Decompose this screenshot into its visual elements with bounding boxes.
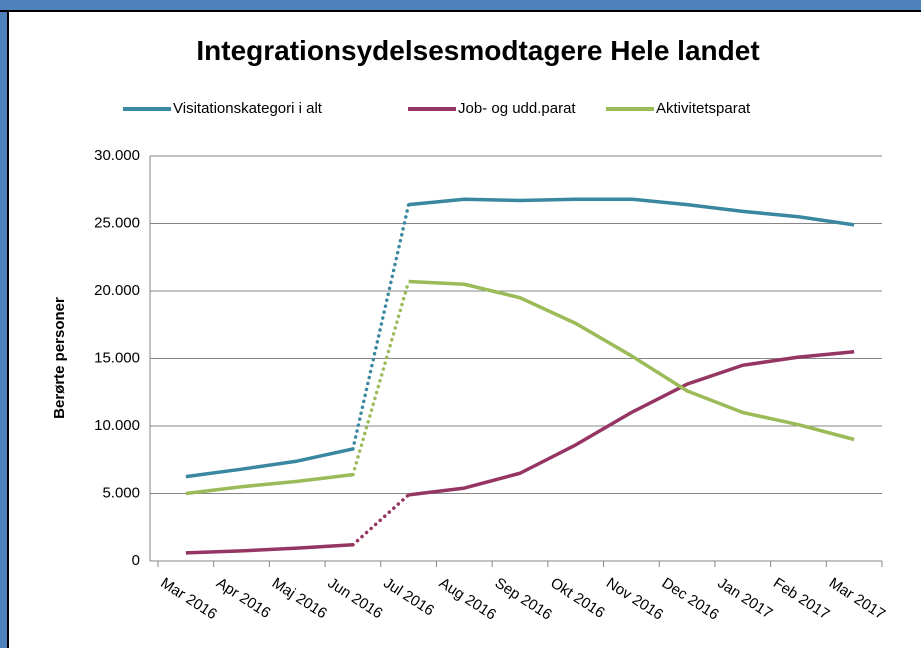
series-line [408, 279, 855, 442]
x-tick-label: Jan 2017 [714, 574, 775, 622]
series-line [185, 447, 354, 479]
x-tick-label: Okt 2016 [547, 574, 607, 621]
x-tick-label: Sep 2016 [492, 574, 555, 623]
series-line-dotted [351, 493, 411, 547]
series-line [185, 472, 354, 496]
x-tick-label: Dec 2016 [659, 574, 722, 623]
legend-label: Job- og udd.parat [458, 100, 576, 117]
series-line [408, 350, 855, 497]
y-tick-label: 5.000 [102, 484, 140, 501]
legend-label: Aktivitetsparat [656, 100, 751, 117]
x-tick-label: Jun 2016 [325, 574, 386, 622]
x-tick-label: Mar 2016 [158, 574, 220, 623]
series-line-dotted [351, 202, 411, 451]
chart-title: Integrationsydelsesmodtagere Hele landet [196, 35, 759, 66]
series-line-dotted [351, 279, 411, 477]
x-tick-label: Mar 2017 [826, 574, 888, 623]
x-tick-label: Apr 2016 [213, 574, 273, 621]
y-tick-label: 30.000 [94, 147, 140, 164]
y-tick-label: 0 [132, 552, 140, 569]
series-line [185, 543, 354, 555]
x-tick-label: Aug 2016 [436, 574, 499, 623]
x-tick-label: Maj 2016 [269, 574, 330, 622]
window-frame-left [0, 0, 8, 648]
y-tick-label: 20.000 [94, 282, 140, 299]
x-tick-label: Nov 2016 [603, 574, 666, 623]
legend-label: Visitationskategori i alt [173, 100, 323, 117]
y-axis-label: Berørte personer [51, 297, 68, 419]
y-tick-label: 10.000 [94, 417, 140, 434]
x-tick-label: Jul 2016 [380, 574, 437, 619]
x-tick-label: Feb 2017 [770, 574, 832, 623]
y-tick-label: 15.000 [94, 349, 140, 366]
series-line [408, 197, 855, 227]
window-frame-top [0, 0, 921, 11]
y-tick-label: 25.000 [94, 214, 140, 231]
